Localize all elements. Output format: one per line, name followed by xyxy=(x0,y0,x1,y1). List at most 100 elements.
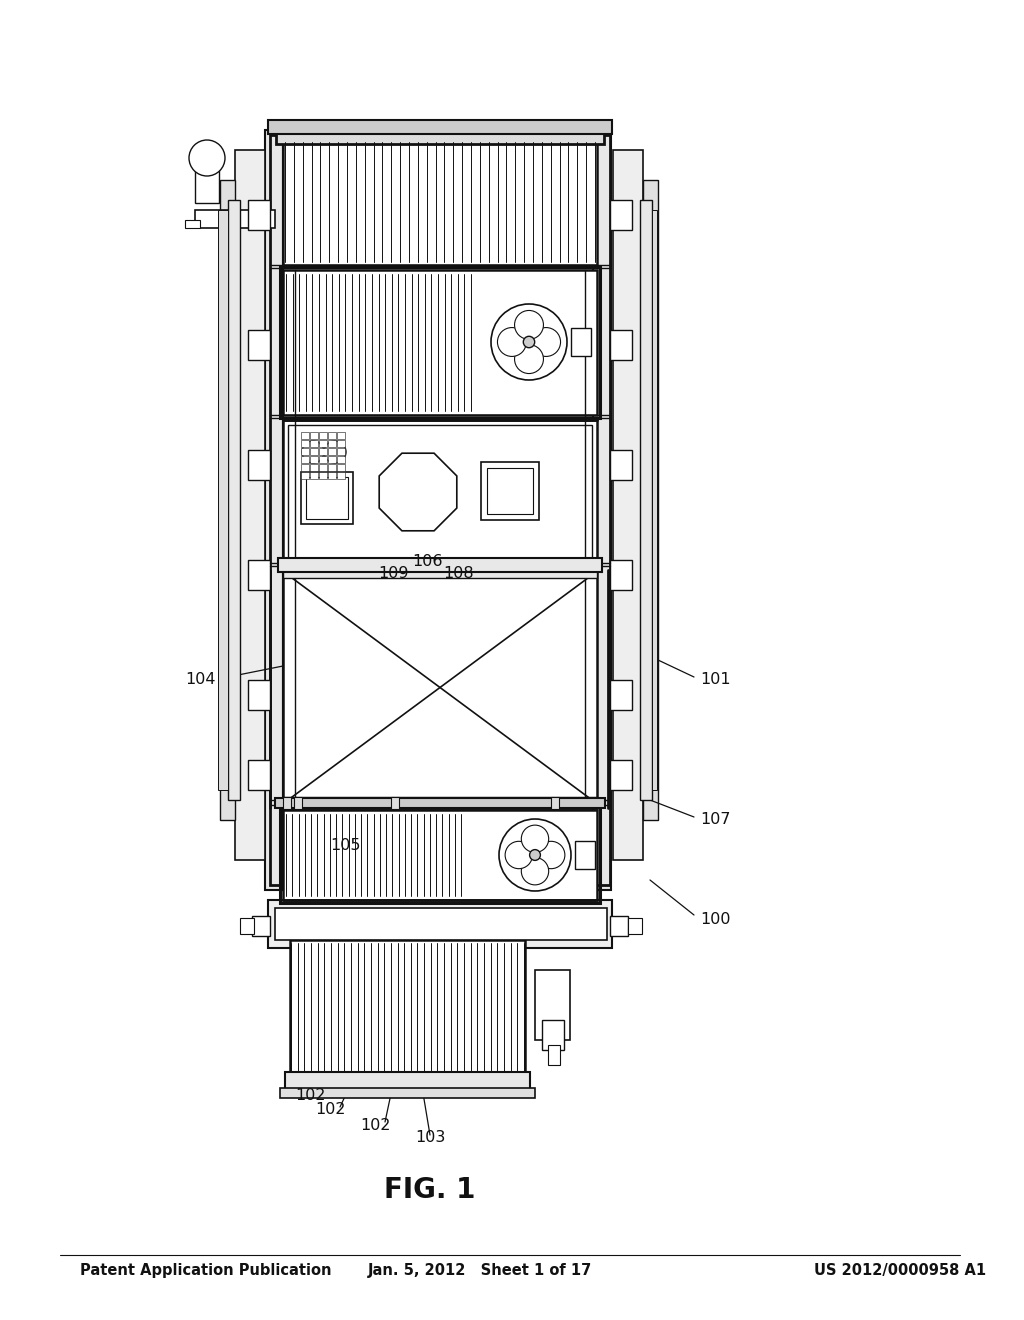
Bar xyxy=(337,465,345,471)
Text: 100: 100 xyxy=(700,912,730,928)
Bar xyxy=(487,469,534,513)
Bar xyxy=(310,432,318,440)
Bar xyxy=(240,917,254,935)
Bar xyxy=(248,330,270,360)
Bar xyxy=(283,140,597,265)
Text: Patent Application Publication: Patent Application Publication xyxy=(80,1262,332,1278)
Circle shape xyxy=(529,850,541,861)
Bar xyxy=(548,1045,560,1065)
Text: US 2012/0000958 A1: US 2012/0000958 A1 xyxy=(814,1262,986,1278)
Bar xyxy=(337,447,345,455)
Bar xyxy=(610,916,628,936)
Bar xyxy=(275,908,607,940)
Bar xyxy=(248,450,270,480)
Bar xyxy=(310,473,318,479)
Circle shape xyxy=(531,327,560,356)
Bar xyxy=(593,129,611,890)
Circle shape xyxy=(302,441,324,463)
Text: 102: 102 xyxy=(315,1102,345,1118)
Bar xyxy=(610,201,632,230)
Bar xyxy=(328,455,336,463)
Bar xyxy=(195,210,275,228)
Bar xyxy=(542,1020,564,1049)
Polygon shape xyxy=(379,453,457,531)
Bar xyxy=(301,465,309,471)
Bar xyxy=(310,465,318,471)
Bar xyxy=(328,447,336,455)
Bar xyxy=(283,797,291,809)
Bar xyxy=(481,462,539,520)
Bar xyxy=(283,129,593,890)
Circle shape xyxy=(538,841,565,869)
Bar xyxy=(337,473,345,479)
Text: FIG. 1: FIG. 1 xyxy=(384,1176,476,1204)
Bar xyxy=(640,201,652,800)
Bar xyxy=(610,450,632,480)
Bar xyxy=(551,797,559,809)
Bar xyxy=(571,327,591,356)
Circle shape xyxy=(324,441,346,463)
Bar xyxy=(535,970,570,1040)
Circle shape xyxy=(505,841,532,869)
Bar xyxy=(319,473,327,479)
Circle shape xyxy=(499,818,571,891)
Text: 109: 109 xyxy=(378,565,409,581)
Bar xyxy=(301,455,309,463)
Circle shape xyxy=(521,825,549,853)
Bar xyxy=(283,420,597,565)
Text: 105: 105 xyxy=(330,837,360,853)
Bar xyxy=(275,799,605,808)
Bar xyxy=(280,1088,535,1098)
Bar xyxy=(185,220,200,228)
Bar xyxy=(391,797,399,809)
Bar xyxy=(613,150,643,861)
Circle shape xyxy=(189,140,225,176)
Bar xyxy=(248,201,270,230)
Bar xyxy=(248,560,270,590)
Bar xyxy=(337,455,345,463)
Bar xyxy=(228,201,240,800)
Bar xyxy=(288,425,592,560)
Text: 102: 102 xyxy=(360,1118,390,1133)
Bar xyxy=(301,440,309,447)
Bar xyxy=(328,465,336,471)
Bar xyxy=(301,473,309,479)
Bar xyxy=(628,917,642,935)
Bar xyxy=(283,570,597,805)
Text: 104: 104 xyxy=(185,672,215,688)
Bar xyxy=(319,465,327,471)
Bar xyxy=(278,558,602,572)
Bar xyxy=(268,900,612,948)
Bar xyxy=(328,432,336,440)
Bar xyxy=(270,135,610,884)
Bar xyxy=(248,760,270,789)
Bar xyxy=(248,680,270,710)
Bar xyxy=(280,807,600,903)
Bar xyxy=(310,447,318,455)
Text: 101: 101 xyxy=(700,672,731,688)
Bar xyxy=(280,267,600,418)
Bar xyxy=(319,447,327,455)
Text: 108: 108 xyxy=(443,565,474,581)
Bar xyxy=(301,447,309,455)
Bar xyxy=(610,680,632,710)
Circle shape xyxy=(490,304,567,380)
Bar xyxy=(294,797,302,809)
Bar xyxy=(265,129,283,890)
Bar xyxy=(283,810,597,900)
Bar xyxy=(218,210,228,789)
Bar xyxy=(283,271,597,414)
Circle shape xyxy=(523,337,535,347)
Circle shape xyxy=(514,310,544,339)
Bar xyxy=(283,797,597,805)
Text: 106: 106 xyxy=(412,553,442,569)
Bar xyxy=(319,432,327,440)
Bar xyxy=(306,477,348,519)
Bar xyxy=(301,473,353,524)
Bar xyxy=(310,440,318,447)
Text: 107: 107 xyxy=(700,813,730,828)
Bar xyxy=(195,168,219,203)
Text: Jan. 5, 2012   Sheet 1 of 17: Jan. 5, 2012 Sheet 1 of 17 xyxy=(368,1262,592,1278)
Bar xyxy=(575,841,595,869)
Bar xyxy=(328,440,336,447)
